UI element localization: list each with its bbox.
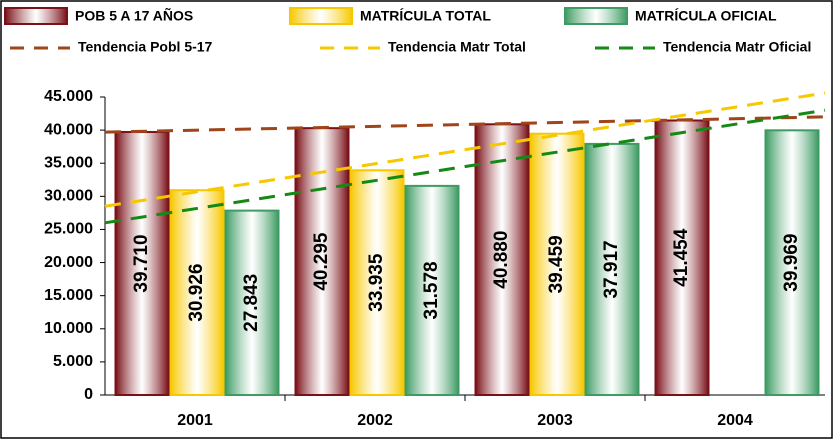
bar	[404, 184, 460, 396]
value-label: 40.880	[491, 231, 512, 289]
legend-label: MATRÍCULA TOTAL	[360, 8, 491, 24]
legend-label: MATRÍCULA OFICIAL	[635, 8, 777, 24]
value-label: 39.969	[781, 234, 802, 292]
y-tick-label: 30.000	[44, 188, 93, 205]
value-label: 27.843	[241, 274, 262, 332]
bar	[529, 132, 585, 397]
bar	[474, 123, 530, 396]
bar	[654, 119, 710, 397]
y-tick-label: 15.000	[44, 287, 93, 304]
bar	[114, 131, 170, 396]
y-tick-label: 25.000	[44, 221, 93, 238]
legend-swatch	[4, 7, 68, 25]
value-label: 40.295	[311, 232, 332, 291]
x-tick-label: 2004	[717, 412, 753, 429]
y-tick-label: 40.000	[44, 121, 93, 138]
bar	[169, 189, 225, 396]
trend-line	[104, 115, 826, 134]
value-label: 37.917	[601, 240, 622, 298]
bar	[584, 142, 640, 396]
bar	[224, 209, 280, 396]
y-tick-label: 20.000	[44, 254, 93, 271]
trend-line	[104, 91, 826, 208]
value-label: 39.459	[546, 235, 567, 293]
legend-label: POB 5 A 17 AÑOS	[75, 7, 193, 24]
value-label: 33.935	[366, 253, 387, 312]
value-label: 31.578	[421, 261, 442, 319]
legend-swatch	[289, 7, 353, 25]
y-tick-label: 0	[84, 386, 93, 403]
y-tick-label: 5.000	[53, 353, 93, 370]
y-tick-label: 45.000	[44, 88, 93, 105]
x-tick-label: 2002	[357, 412, 393, 429]
value-label: 30.926	[186, 264, 207, 322]
value-label: 39.710	[131, 234, 152, 292]
legend-swatch	[564, 7, 628, 25]
bar	[764, 129, 820, 396]
x-tick-label: 2003	[537, 412, 573, 429]
legend-label: Tendencia Matr Oficial	[663, 39, 811, 55]
legend-label: Tendencia Pobl 5-17	[78, 39, 213, 55]
legend-label: Tendencia Matr Total	[388, 39, 526, 55]
y-tick-label: 35.000	[44, 154, 93, 171]
y-tick-label: 10.000	[44, 320, 93, 337]
trend-line	[104, 108, 826, 225]
value-label: 41.454	[671, 228, 692, 287]
bar	[349, 169, 405, 396]
x-tick-label: 2001	[177, 412, 213, 429]
